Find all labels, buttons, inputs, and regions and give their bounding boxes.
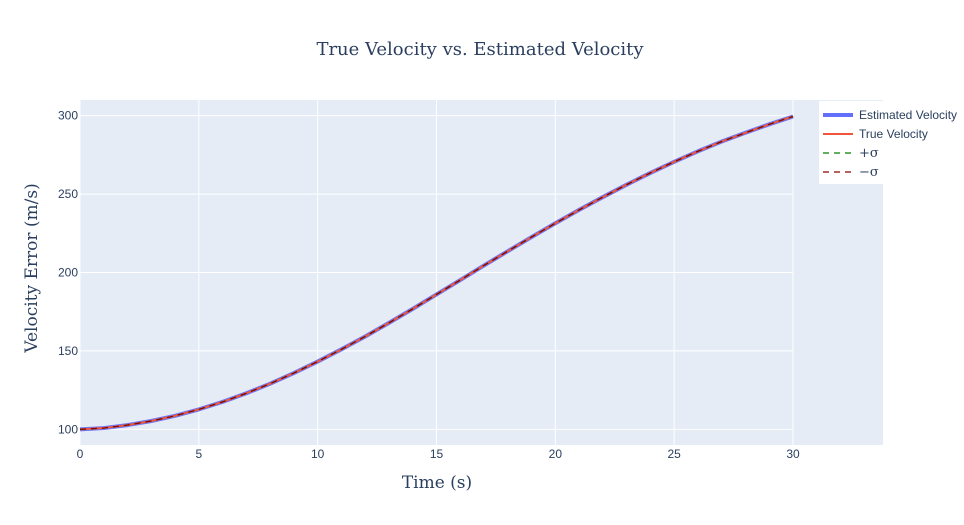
x-tick-label: 0 [77, 447, 84, 461]
x-tick-label: 5 [195, 447, 202, 461]
series-layer [79, 114, 794, 432]
y-tick-label: 250 [58, 187, 78, 201]
y-tick-label: 150 [58, 344, 78, 358]
x-tick-label: 10 [311, 447, 325, 461]
x-tick-label: 20 [549, 447, 563, 461]
legend-item-label[interactable]: True Velocity [859, 127, 928, 141]
chart-title: True Velocity vs. Estimated Velocity [316, 39, 644, 60]
y-tick-label: 200 [58, 266, 78, 280]
legend[interactable]: Estimated Velocity True Velocity +σ −σ [819, 101, 964, 184]
x-tick-label: 30 [786, 447, 800, 461]
y-tick-label: 300 [58, 109, 78, 123]
x-axis-title: Time (s) [402, 473, 472, 493]
x-tick-label: 15 [430, 447, 444, 461]
y-axis-title: Velocity Error (m/s) [22, 183, 42, 354]
grid [79, 100, 794, 445]
legend-item-label[interactable]: −σ [859, 165, 879, 180]
y-tick-label: 100 [58, 422, 78, 436]
x-tick-label: 25 [667, 447, 681, 461]
legend-item-label[interactable]: +σ [859, 146, 879, 161]
series-line-4 [79, 115, 794, 430]
tick-labels: 0 5 10 15 20 25 30 100 150 200 250 300 [58, 109, 800, 461]
legend-item-label[interactable]: Estimated Velocity [859, 108, 957, 122]
